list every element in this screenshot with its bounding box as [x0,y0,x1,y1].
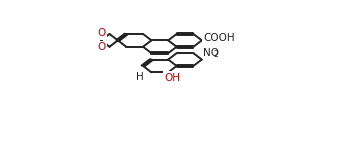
Text: O: O [97,42,105,52]
Text: OH: OH [164,73,180,83]
Text: NO: NO [203,47,219,57]
Text: COOH: COOH [203,34,235,43]
Text: H: H [136,72,144,82]
Text: O: O [97,28,105,38]
Text: 2: 2 [214,49,218,59]
